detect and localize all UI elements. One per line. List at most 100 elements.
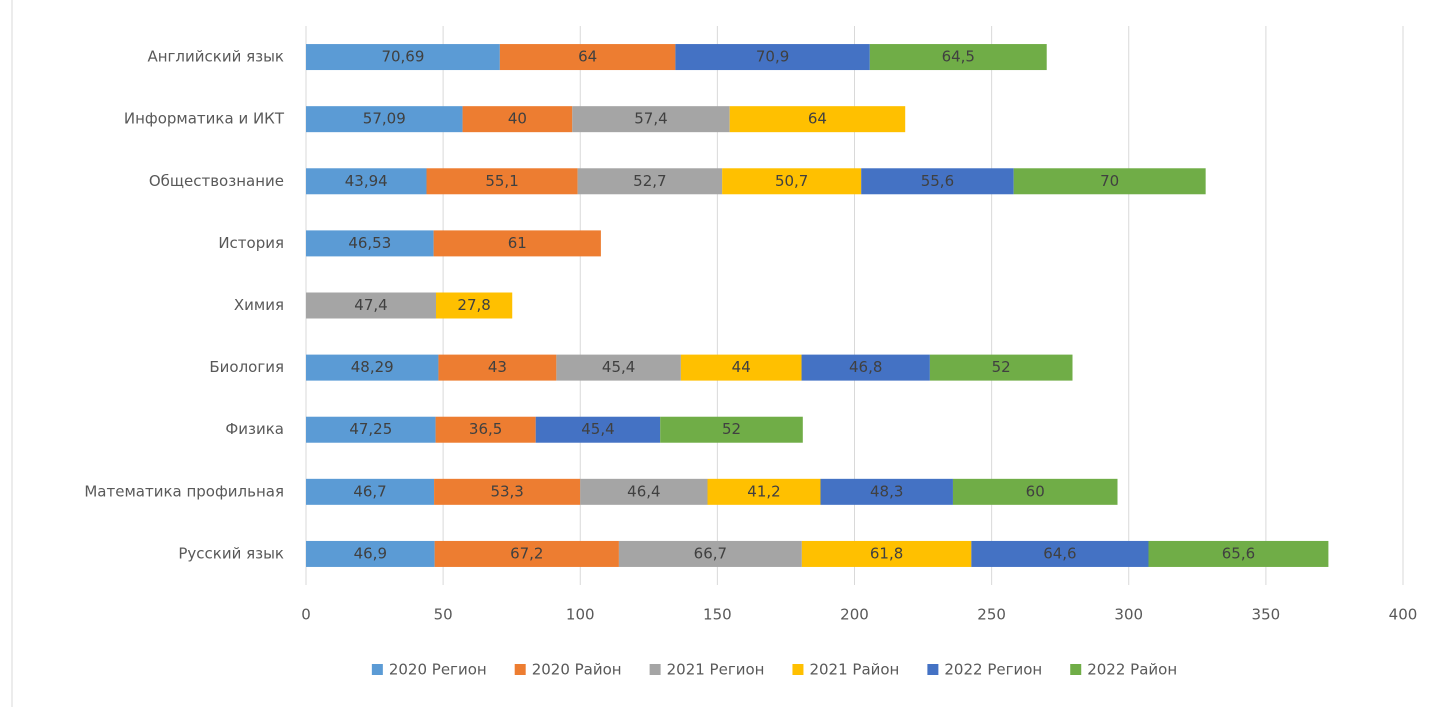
bar-segment <box>306 44 500 71</box>
legend-label: 2021 Регион <box>667 661 765 679</box>
bar-segment <box>438 354 557 381</box>
y-tick-label: История <box>218 234 284 252</box>
bar-segment <box>426 168 578 195</box>
value-label: 36,5 <box>469 420 502 438</box>
y-tick-label: Математика профильная <box>84 482 284 500</box>
x-tick-label: 400 <box>1389 606 1418 624</box>
bar-segment <box>869 44 1047 71</box>
bar-segment <box>707 478 821 505</box>
value-label: 57,4 <box>634 110 667 128</box>
value-label: 43 <box>488 358 507 376</box>
legend-label: 2020 Район <box>532 661 622 679</box>
value-label: 52 <box>722 420 741 438</box>
bar-segment <box>499 44 676 71</box>
value-label: 44 <box>732 358 751 376</box>
bar-segment <box>577 168 723 195</box>
bar-segment <box>952 478 1118 505</box>
value-label: 66,7 <box>694 544 727 562</box>
value-label: 47,4 <box>354 296 387 314</box>
x-tick-label: 100 <box>566 606 595 624</box>
bar-segment <box>820 478 953 505</box>
value-label: 61,8 <box>870 544 903 562</box>
bar-segment <box>462 106 573 133</box>
value-label: 50,7 <box>775 172 808 190</box>
value-label: 61 <box>508 234 527 252</box>
y-tick-label: Химия <box>234 296 284 314</box>
y-tick-label: Информатика и ИКТ <box>124 110 285 128</box>
value-label: 48,29 <box>351 358 394 376</box>
x-tick-label: 200 <box>840 606 869 624</box>
legend-label: 2021 Район <box>809 661 899 679</box>
bar-segment <box>861 168 1014 195</box>
bar-segment <box>801 540 972 567</box>
value-label: 65,6 <box>1222 544 1255 562</box>
bar-segment <box>433 230 601 257</box>
legend-swatch <box>649 664 661 675</box>
value-label: 41,2 <box>747 482 780 500</box>
x-tick-label: 0 <box>301 606 311 624</box>
value-label: 47,25 <box>349 420 392 438</box>
legend-label: 2022 Регион <box>944 661 1042 679</box>
bar-segment <box>675 44 870 71</box>
bar-segment <box>580 478 708 505</box>
bar-segment <box>306 168 427 195</box>
value-label: 70,9 <box>756 48 789 66</box>
y-tick-label: Обществознание <box>149 172 284 190</box>
value-label: 55,1 <box>485 172 518 190</box>
legend-swatch <box>371 664 383 675</box>
bar-segment <box>556 354 681 381</box>
x-tick-label: 300 <box>1114 606 1143 624</box>
legend-label: 2022 Район <box>1087 661 1177 679</box>
bar-segment <box>971 540 1149 567</box>
value-label: 40 <box>508 110 527 128</box>
bar-segment <box>722 168 862 195</box>
value-label: 52,7 <box>633 172 666 190</box>
x-tick-label: 350 <box>1252 606 1281 624</box>
value-label: 43,94 <box>345 172 388 190</box>
bar-segment <box>929 354 1073 381</box>
bar-segment <box>618 540 802 567</box>
value-label: 46,9 <box>354 544 387 562</box>
bar-segment <box>729 106 906 133</box>
bar-segment <box>306 540 435 567</box>
bar-segment <box>306 354 439 381</box>
bar-segment <box>660 416 803 443</box>
value-label: 46,7 <box>353 482 386 500</box>
bar-segment <box>1148 540 1329 567</box>
y-tick-label: Русский язык <box>178 544 284 562</box>
legend-swatch <box>792 664 804 675</box>
x-tick-label: 250 <box>977 606 1006 624</box>
bar-segment <box>680 354 802 381</box>
value-label: 64 <box>578 48 597 66</box>
value-label: 67,2 <box>510 544 543 562</box>
value-label: 70 <box>1100 172 1119 190</box>
value-label: 52 <box>992 358 1011 376</box>
bar-segment <box>572 106 730 133</box>
value-label: 55,6 <box>921 172 954 190</box>
value-label: 48,3 <box>870 482 903 500</box>
value-label: 46,53 <box>348 234 391 252</box>
bar-segment <box>306 230 434 257</box>
bar-segment <box>306 478 435 505</box>
value-label: 27,8 <box>457 296 490 314</box>
x-tick-label: 150 <box>703 606 732 624</box>
value-label: 70,69 <box>381 48 424 66</box>
value-label: 45,4 <box>602 358 635 376</box>
bar-segment <box>434 540 619 567</box>
value-label: 46,4 <box>627 482 660 500</box>
bar-segment <box>801 354 930 381</box>
value-label: 53,3 <box>490 482 523 500</box>
legend-swatch <box>514 664 526 675</box>
value-label: 46,8 <box>849 358 882 376</box>
bar-segment <box>535 416 661 443</box>
x-tick-label: 50 <box>434 606 453 624</box>
value-label: 64,6 <box>1043 544 1076 562</box>
bar-segment <box>306 292 436 319</box>
y-tick-label: Физика <box>225 420 284 438</box>
value-label: 64 <box>808 110 827 128</box>
value-label: 57,09 <box>363 110 406 128</box>
bar-segment <box>306 416 436 443</box>
bar-segment <box>434 478 581 505</box>
